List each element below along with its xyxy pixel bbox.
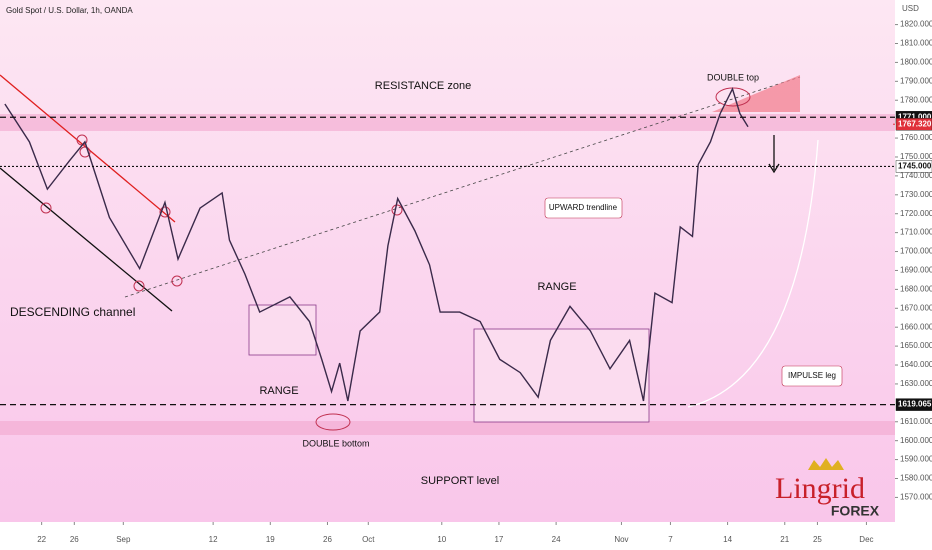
y-tick-label: 1630.000 [900, 379, 932, 388]
y-tick-label: 1660.000 [900, 322, 932, 331]
y-tick-label: 1730.000 [900, 190, 932, 199]
y-tick-label: 1760.000 [900, 133, 932, 142]
y-tick-label: 1680.000 [900, 284, 932, 293]
axis-bg [895, 0, 932, 550]
logo-sub: FOREX [831, 503, 880, 519]
y-tick-label: 1610.000 [900, 417, 932, 426]
x-tick-label: Sep [116, 535, 131, 544]
x-tick-label: Nov [614, 535, 628, 544]
logo-crown [808, 458, 844, 470]
x-tick-label: 12 [209, 535, 218, 544]
x-tick-label: 10 [437, 535, 446, 544]
annotation: RANGE [537, 281, 576, 293]
y-tick-label: 1720.000 [900, 209, 932, 218]
y-tick-label: 1740.000 [900, 171, 932, 180]
y-tick-label: 1600.000 [900, 436, 932, 445]
x-tick-label: 25 [813, 535, 822, 544]
y-tick-label: 1750.000 [900, 152, 932, 161]
wedge [712, 75, 800, 112]
x-tick-label: 21 [780, 535, 789, 544]
annotation: DOUBLE bottom [302, 438, 369, 448]
y-tick-label: 1810.000 [900, 39, 932, 48]
y-tick-label: 1590.000 [900, 455, 932, 464]
channel-line [0, 167, 173, 312]
y-tick-label: 1780.000 [900, 95, 932, 104]
level-label: 1771.000 [898, 112, 932, 121]
y-tick-label: 1700.000 [900, 247, 932, 256]
level-label-bg [895, 160, 932, 173]
support-zone [0, 421, 895, 435]
annotation: IMPULSE leg [788, 371, 836, 380]
y-tick-label: 1670.000 [900, 303, 932, 312]
level-label: 1745.000 [898, 162, 932, 171]
level-label-bg [895, 398, 932, 411]
range-box [473, 328, 650, 423]
plot-bg [0, 0, 895, 522]
double-top-mark [715, 87, 751, 107]
range-box [248, 304, 317, 356]
label-box [781, 365, 843, 387]
x-tick-label: 19 [266, 535, 275, 544]
x-tick-label: 26 [323, 535, 332, 544]
logo: Lingrid [775, 472, 865, 505]
y-tick-label: 1790.000 [900, 76, 932, 85]
annotation: RESISTANCE zone [375, 80, 471, 92]
y-tick-label: 1580.000 [900, 474, 932, 483]
x-tick-label: 17 [494, 535, 503, 544]
annotation: DOUBLE top [707, 72, 759, 82]
axis-bg [0, 522, 895, 550]
label-box [544, 197, 623, 219]
impulse-arrow [687, 139, 819, 408]
annotation: RANGE [259, 385, 298, 397]
chart-title: Gold Spot / U.S. Dollar, 1h, OANDA [6, 6, 133, 15]
x-tick-label: 26 [70, 535, 79, 544]
y-tick-label: 1690.000 [900, 266, 932, 275]
x-tick-label: 14 [723, 535, 732, 544]
trendline [124, 76, 801, 298]
x-tick-label: 24 [552, 535, 561, 544]
resistance-zone [0, 114, 895, 131]
annotation: UPWARD trendline [549, 203, 618, 212]
price-line [4, 86, 749, 402]
x-tick-label: 22 [37, 535, 46, 544]
y-unit: USD [902, 4, 919, 13]
y-tick-label: 1820.000 [900, 20, 932, 29]
level-label: 1767.320 [898, 119, 932, 128]
x-tick-label: 7 [668, 535, 673, 544]
x-tick-label: Dec [859, 535, 873, 544]
x-tick-label: Oct [362, 535, 375, 544]
y-tick-label: 1650.000 [900, 341, 932, 350]
level-label: 1619.065 [898, 400, 932, 409]
y-tick-label: 1640.000 [900, 360, 932, 369]
double-bottom-mark [315, 413, 351, 431]
annotation: DESCENDING channel [10, 305, 135, 319]
y-tick-label: 1570.000 [900, 493, 932, 502]
annotation: SUPPORT level [421, 475, 499, 487]
level-label-bg [895, 118, 932, 131]
y-tick-label: 1800.000 [900, 58, 932, 67]
y-tick-label: 1710.000 [900, 228, 932, 237]
